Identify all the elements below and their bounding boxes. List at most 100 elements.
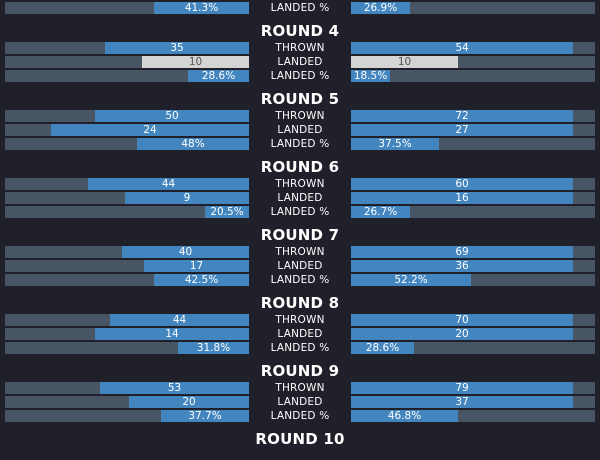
left-stat-bar-fill: 24 — [51, 124, 249, 136]
right-stat-bar-fill: 72 — [351, 110, 573, 122]
right-stat-bar-track: 46.8% — [351, 410, 595, 422]
right-stat-bar-fill: 10 — [351, 56, 458, 68]
right-stat-bar-track: 26.7% — [351, 206, 595, 218]
left-stat-bar-fill: 35 — [105, 42, 249, 54]
left-stat-bar-track: 44 — [5, 314, 249, 326]
round-title: ROUND 6 — [260, 158, 340, 176]
right-stat-bar-track: 72 — [351, 110, 595, 122]
left-stat-bar-track: 40 — [5, 246, 249, 258]
stat-row: 53 79 THROWN — [0, 382, 600, 394]
right-stat-bar-fill: 69 — [351, 246, 573, 258]
right-stat-bar-track: 37 — [351, 396, 595, 408]
stat-row: 20.5% 26.7% LANDED % — [0, 206, 600, 218]
right-stat-bar-fill: 52.2% — [351, 274, 471, 286]
left-stat-bar-fill: 50 — [95, 110, 249, 122]
left-stat-bar-fill: 20.5% — [205, 206, 249, 218]
round-title: ROUND 8 — [260, 294, 340, 312]
stat-row: 41.3% 26.9% LANDED % — [0, 2, 600, 14]
right-stat-bar-fill: 26.9% — [351, 2, 410, 14]
right-stat-bar-fill: 46.8% — [351, 410, 458, 422]
stat-row: 48% 37.5% LANDED % — [0, 138, 600, 150]
right-stat-bar-fill: 18.5% — [351, 70, 390, 82]
right-stat-bar-track: 20 — [351, 328, 595, 340]
left-stat-bar-track: 41.3% — [5, 2, 249, 14]
stat-row: 44 60 THROWN — [0, 178, 600, 190]
left-stat-bar-track: 14 — [5, 328, 249, 340]
left-stat-bar-track: 20 — [5, 396, 249, 408]
stat-label: LANDED % — [270, 2, 330, 14]
right-stat-bar-track: 79 — [351, 382, 595, 394]
left-stat-bar-fill: 44 — [88, 178, 249, 190]
left-stat-bar-track: 50 — [5, 110, 249, 122]
right-stat-bar-track: 18.5% — [351, 70, 595, 82]
stat-label: LANDED — [277, 124, 323, 136]
left-stat-bar-fill: 9 — [125, 192, 249, 204]
stat-label: LANDED % — [270, 70, 330, 82]
right-stat-bar-fill: 36 — [351, 260, 573, 272]
left-stat-bar-fill: 48% — [137, 138, 249, 150]
left-stat-bar-fill: 41.3% — [154, 2, 249, 14]
left-stat-bar-track: 10 — [5, 56, 249, 68]
stat-row: 9 16 LANDED — [0, 192, 600, 204]
left-stat-bar-track: 35 — [5, 42, 249, 54]
right-stat-bar-fill: 54 — [351, 42, 573, 54]
left-stat-bar-track: 24 — [5, 124, 249, 136]
right-stat-bar-track: 10 — [351, 56, 595, 68]
stat-label: LANDED — [277, 56, 323, 68]
stat-row: 31.8% 28.6% LANDED % — [0, 342, 600, 354]
stat-label: LANDED % — [270, 342, 330, 354]
right-stat-bar-fill: 37.5% — [351, 138, 439, 150]
left-stat-bar-fill: 28.6% — [188, 70, 249, 82]
left-stat-bar-track: 53 — [5, 382, 249, 394]
stat-row: 20 37 LANDED — [0, 396, 600, 408]
stat-label: THROWN — [275, 110, 325, 122]
round-title: ROUND 4 — [260, 22, 340, 40]
stat-row: 37.7% 46.8% LANDED % — [0, 410, 600, 422]
left-stat-bar-fill: 37.7% — [161, 410, 249, 422]
right-stat-bar-fill: 28.6% — [351, 342, 414, 354]
left-stat-bar-track: 9 — [5, 192, 249, 204]
right-stat-bar-track: 27 — [351, 124, 595, 136]
left-stat-bar-fill: 44 — [110, 314, 249, 326]
right-stat-bar-track: 16 — [351, 192, 595, 204]
stat-row: 50 72 THROWN — [0, 110, 600, 122]
right-stat-bar-track: 60 — [351, 178, 595, 190]
left-stat-bar-fill: 14 — [95, 328, 249, 340]
left-stat-bar-track: 17 — [5, 260, 249, 272]
stat-label: THROWN — [275, 382, 325, 394]
round-title: ROUND 7 — [260, 226, 340, 244]
right-stat-bar-fill: 37 — [351, 396, 573, 408]
left-stat-bar-track: 20.5% — [5, 206, 249, 218]
right-stat-bar-track: 26.9% — [351, 2, 595, 14]
left-stat-bar-track: 37.7% — [5, 410, 249, 422]
right-stat-bar-track: 36 — [351, 260, 595, 272]
right-stat-bar-fill: 60 — [351, 178, 573, 190]
stat-label: LANDED — [277, 396, 323, 408]
round-title: ROUND 9 — [260, 362, 340, 380]
right-stat-bar-track: 37.5% — [351, 138, 595, 150]
left-stat-bar-fill: 42.5% — [154, 274, 249, 286]
stat-row: 40 69 THROWN — [0, 246, 600, 258]
right-stat-bar-fill: 70 — [351, 314, 573, 326]
right-stat-bar-track: 28.6% — [351, 342, 595, 354]
right-stat-bar-track: 54 — [351, 42, 595, 54]
right-stat-bar-fill: 16 — [351, 192, 573, 204]
right-stat-bar-fill: 79 — [351, 382, 573, 394]
left-stat-bar-track: 44 — [5, 178, 249, 190]
stat-label: LANDED — [277, 328, 323, 340]
left-stat-bar-fill: 20 — [129, 396, 249, 408]
right-stat-bar-track: 52.2% — [351, 274, 595, 286]
right-stat-bar-fill: 27 — [351, 124, 573, 136]
left-stat-bar-fill: 40 — [122, 246, 249, 258]
stat-label: LANDED % — [270, 138, 330, 150]
right-stat-bar-track: 69 — [351, 246, 595, 258]
left-stat-bar-track: 42.5% — [5, 274, 249, 286]
round-title: ROUND 10 — [255, 430, 345, 448]
right-stat-bar-fill: 26.7% — [351, 206, 410, 218]
stat-row: 28.6% 18.5% LANDED % — [0, 70, 600, 82]
stat-label: LANDED % — [270, 274, 330, 286]
stat-label: LANDED — [277, 260, 323, 272]
left-stat-bar-fill: 10 — [142, 56, 249, 68]
stat-label: THROWN — [275, 178, 325, 190]
